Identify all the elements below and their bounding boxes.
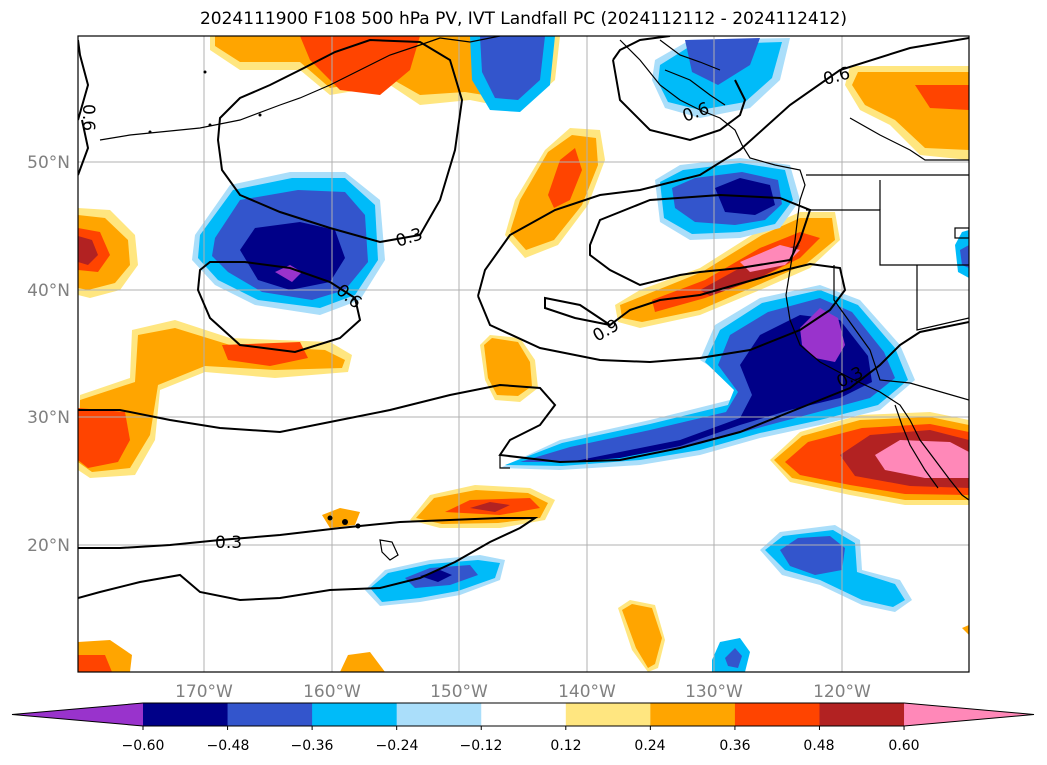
negative-anomaly-165w-42n [192,172,385,315]
positive-anomaly-northwest-canada [845,66,969,160]
colorbar-segment [396,703,482,726]
colorbar-extend-min [12,703,143,726]
contour-label: 0.3 [215,533,242,553]
colorbar-segments [11,702,1035,730]
positive-anomaly-138w-15n [618,600,665,672]
colorbar-ticks: −0.60 −0.48 −0.36 −0.24 −0.12 0.12 0.24 … [122,738,920,754]
lat-tick-label: 20°N [27,536,70,556]
colorbar-tick-label: 0.12 [550,738,581,754]
colorbar-segment [227,703,313,726]
chart-title: 2024111900 F108 500 hPa PV, IVT Landfall… [199,9,847,29]
colorbar-tick-label: −0.12 [460,738,503,754]
colorbar-tick-label: 0.24 [634,738,665,754]
colorbar-segment [650,703,736,726]
colorbar-tick-label: 0.60 [888,738,919,754]
pv-ivt-map: 0.3 0.6 0.9 0.3 0.6 0.3 0.6 0.6 20°N 30°… [27,35,970,700]
positive-anomaly-35n-band [78,320,352,478]
hawaiian-islands [148,70,399,561]
lat-tick-label: 40°N [27,281,70,301]
lon-tick-label: 170°W [175,682,233,700]
colorbar-segment [734,703,820,726]
negative-anomaly-alaska-panhandle [470,36,790,118]
colorbar-tick-label: 0.36 [719,738,750,754]
coastlines [99,36,969,501]
colorbar-tick-label: −0.60 [122,738,165,754]
positive-anomaly-142w-47n [505,128,605,258]
negative-anomaly-132w-12n [712,638,750,672]
negative-anomaly-155w-17n [365,555,505,606]
colorbar-extend-max [904,703,1034,726]
positive-anomaly-bottom-edge [78,625,969,672]
negative-anomaly-vancouver-island [655,158,800,240]
colorbar-tick-label: 0.48 [803,738,834,754]
plot-frame [77,35,970,673]
colorbar-tick-label: −0.36 [291,738,334,754]
negative-anomaly-right-edge-41n [955,230,969,278]
lon-tick-label: 150°W [430,682,488,700]
positive-anomaly-baja [770,412,969,505]
colorbar-segment [143,703,229,726]
contour-label: 0.6 [78,104,98,131]
colorbar-segment [565,703,651,726]
lon-tick-label: 130°W [685,682,743,700]
shaded-fields [78,36,969,672]
negative-anomaly-125w-20n [760,525,912,612]
lon-tick-label: 120°W [813,682,871,700]
colorbar-segment [312,703,398,726]
positive-anomaly-west-42n [78,208,138,298]
pv-contours [78,36,969,602]
latitude-tick-labels: 20°N 30°N 40°N 50°N [27,153,70,556]
colorbar-tick-label: −0.48 [207,738,250,754]
lon-tick-label: 160°W [303,682,361,700]
lat-tick-label: 50°N [27,153,70,173]
colorbar-tick-label: −0.24 [376,738,419,754]
lat-tick-label: 30°N [27,408,70,428]
colorbar-segment [481,703,567,726]
gridlines [78,36,969,672]
longitude-tick-labels: 170°W 160°W 150°W 140°W 130°W 120°W [175,682,871,700]
colorbar-segment [819,703,905,726]
lon-tick-label: 140°W [558,682,616,700]
